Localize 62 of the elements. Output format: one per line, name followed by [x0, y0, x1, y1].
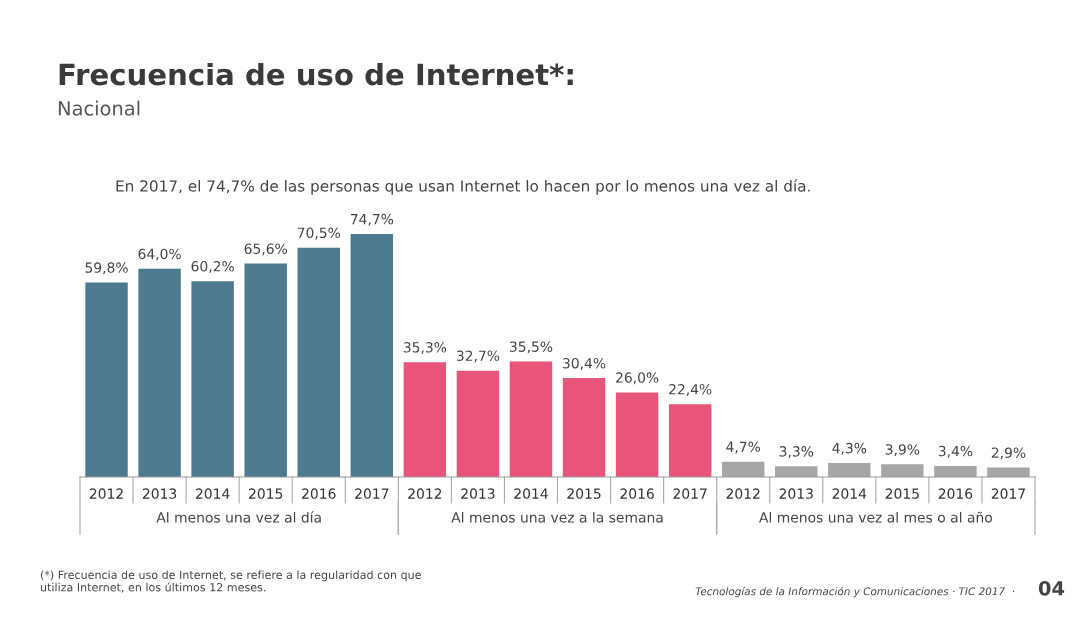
data-label: 74,7% — [350, 213, 394, 226]
data-label: 26,0% — [616, 372, 659, 385]
data-label: 70,5% — [297, 227, 341, 240]
data-label: 64,0% — [138, 248, 181, 261]
data-label: 3,9% — [885, 444, 920, 457]
bar — [615, 392, 659, 477]
data-label: 3,3% — [779, 446, 814, 459]
chart-title: Frecuencia de uso de Internet*: — [59, 62, 573, 86]
data-label: 4,3% — [832, 442, 867, 455]
data-label: 32,7% — [456, 350, 500, 363]
bar — [721, 461, 765, 477]
x-tick-label: 2014 — [514, 488, 548, 499]
bar — [509, 361, 553, 477]
data-label: 2,9% — [991, 447, 1026, 460]
bar — [881, 464, 924, 477]
data-label: 22,4% — [669, 383, 712, 396]
data-label: 35,3% — [403, 342, 447, 354]
x-tick-label: 2015 — [249, 488, 283, 499]
text: Al menos una vez al día — [156, 511, 321, 523]
x-tick-label: 2013 — [142, 488, 177, 499]
bar — [775, 466, 818, 477]
data-label: 35,5% — [509, 341, 553, 354]
bar — [828, 463, 871, 477]
data-label: 60,2% — [191, 261, 234, 273]
text: En 2017, el 74,7% de las personas que usan Internet lo hacen por lo menos una vez al día. — [116, 179, 810, 195]
bar — [403, 362, 447, 477]
text: Al menos una vez a la semana — [451, 511, 663, 523]
data-label: 4,7% — [726, 441, 761, 454]
x-tick-label: 2012 — [408, 488, 442, 499]
x-tick-label: 2014 — [832, 488, 867, 499]
bar — [244, 263, 287, 477]
bar — [138, 268, 181, 477]
x-tick-label: 2012 — [89, 488, 123, 499]
x-tick-label: 2016 — [620, 488, 654, 499]
x-tick-label: 2013 — [461, 488, 495, 499]
text: 04 — [1038, 580, 1065, 596]
bar — [934, 465, 977, 477]
bar — [456, 370, 500, 477]
x-tick-label: 2017 — [673, 488, 707, 499]
text: Tecnologías de la Información y Comunicaciones · TIC 2017 · — [695, 586, 1015, 598]
data-label: 30,4% — [563, 357, 606, 370]
x-tick-label: 2013 — [779, 488, 813, 499]
bar — [350, 234, 394, 477]
bar — [85, 282, 128, 477]
data-label: 65,6% — [244, 243, 287, 256]
bar — [668, 404, 712, 477]
text: (*) Frecuencia de uso de Internet, se refiere a la regularidad con que utiliza Internet, en los últimos 12 meses. — [40, 570, 421, 593]
bar — [297, 247, 340, 477]
x-tick-label: 2012 — [726, 488, 760, 499]
data-label: 3,4% — [938, 445, 973, 458]
x-tick-label: 2015 — [567, 488, 601, 499]
bar — [562, 378, 606, 477]
x-tick-label: 2014 — [195, 488, 230, 499]
x-tick-label: 2016 — [938, 488, 973, 499]
chart-subtitle: Nacional — [58, 100, 140, 116]
x-tick-label: 2017 — [355, 488, 389, 499]
bar — [191, 281, 234, 477]
data-label: 59,8% — [85, 262, 128, 275]
x-tick-label: 2015 — [885, 488, 919, 499]
x-tick-label: 2017 — [991, 488, 1025, 499]
x-tick-label: 2016 — [302, 488, 336, 499]
text: Al menos una vez al mes o al año — [759, 511, 992, 523]
